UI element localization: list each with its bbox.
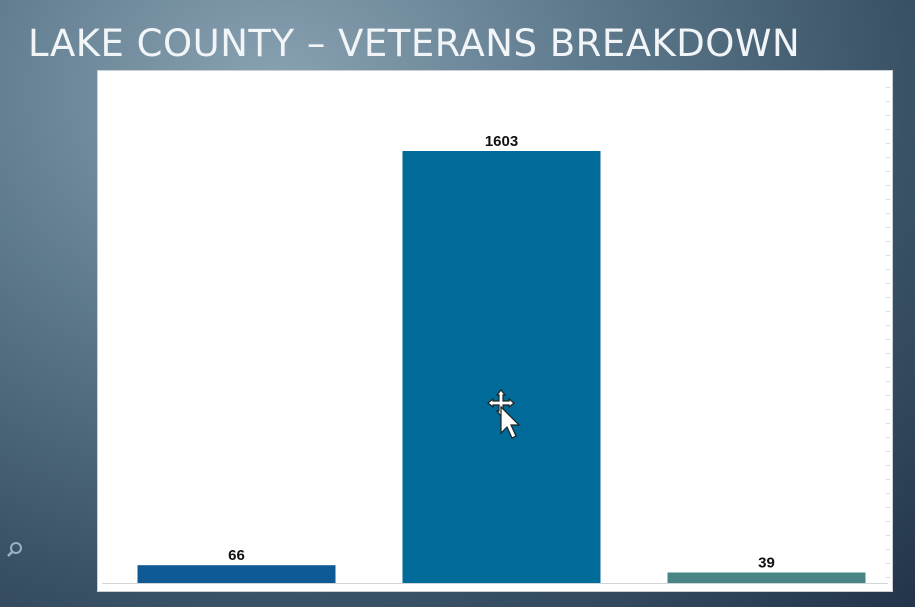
bar-chart: 66 1603 39 [102,133,888,584]
data-label-2: 1603 [485,133,518,150]
data-label-1: 66 [228,547,245,564]
bar-2 [402,151,601,583]
magnifier-icon[interactable] [6,541,24,559]
bar-1 [137,565,336,583]
chart-ruler [886,87,890,587]
data-label-3: 39 [758,555,775,572]
slide-title: LAKE COUNTY – VETERANS BREAKDOWN [28,22,801,65]
chart-frame: 66 1603 39 [97,70,893,592]
move-cursor-icon [487,389,521,439]
bar-3 [667,572,866,583]
